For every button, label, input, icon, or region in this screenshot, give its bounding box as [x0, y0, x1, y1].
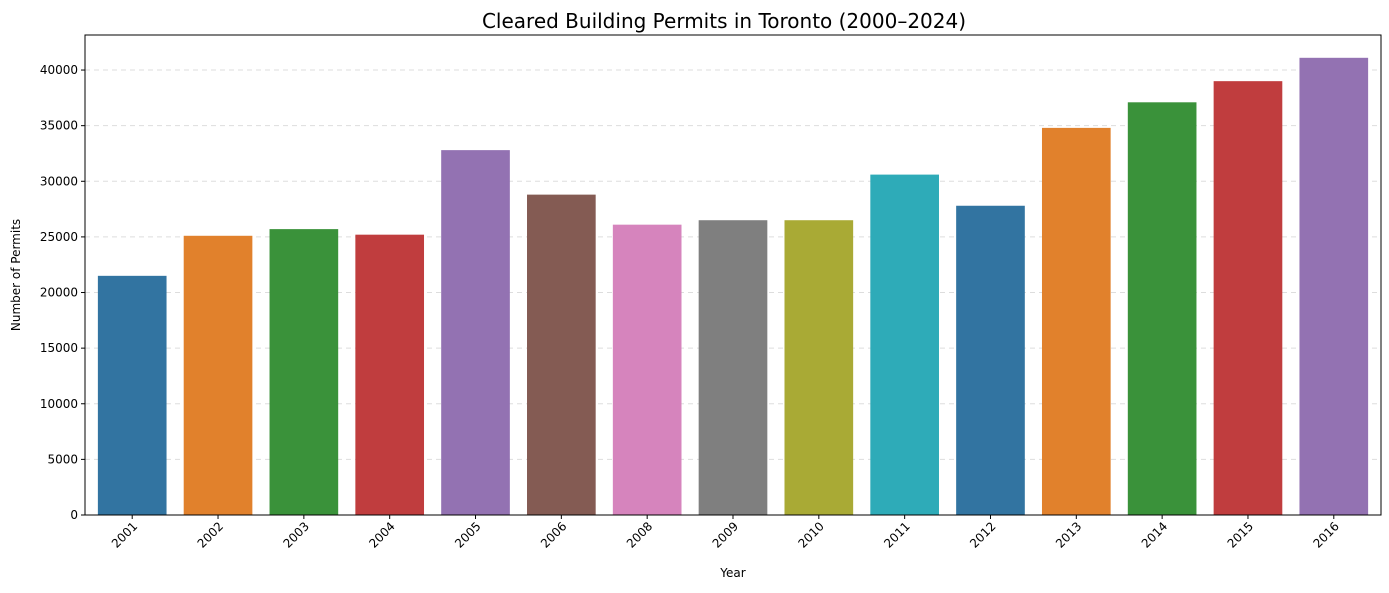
- bar-2006: [527, 194, 596, 515]
- bar-2011: [870, 174, 939, 515]
- x-tick-label: 2016: [1310, 519, 1341, 550]
- x-tick-label: 2001: [109, 519, 140, 550]
- bar-2012: [956, 205, 1025, 516]
- y-tick-label: 0: [70, 508, 78, 522]
- x-tick-label: 2013: [1053, 519, 1084, 550]
- y-tick-label: 5000: [47, 452, 78, 466]
- x-tick-label: 2011: [881, 519, 912, 550]
- bar-2016: [1299, 57, 1369, 516]
- y-tick-label: 15000: [40, 341, 78, 355]
- bar-2010: [784, 220, 854, 516]
- x-tick-label: 2014: [1139, 519, 1170, 550]
- x-tick-label: 2009: [710, 519, 741, 550]
- x-tick-label: 2006: [538, 519, 569, 550]
- bar-2003: [269, 229, 339, 515]
- x-tick-label: 2005: [452, 519, 483, 550]
- y-axis-ticks: 0 5000 10000 15000 20000 25000 30000 35000 40000: [40, 63, 85, 522]
- bar-2015: [1213, 81, 1283, 515]
- bar-2014: [1127, 102, 1197, 516]
- y-tick-label: 10000: [40, 397, 78, 411]
- y-tick-label: 30000: [40, 174, 78, 188]
- y-tick-label: 20000: [40, 286, 78, 300]
- bar-2013: [1041, 127, 1111, 515]
- chart-title: Cleared Building Permits in Toronto (200…: [482, 9, 966, 33]
- x-tick-label: 2012: [967, 519, 998, 550]
- x-tick-label: 2008: [624, 519, 655, 550]
- x-tick-label: 2003: [280, 519, 311, 550]
- x-tick-label: 2015: [1225, 519, 1256, 550]
- y-tick-label: 25000: [40, 230, 78, 244]
- bar-2009: [698, 220, 768, 516]
- bar-2008: [612, 224, 682, 516]
- x-axis-ticks: 2001 2002 2003 2004 2005 2006 2008 2009 2010 2011…: [109, 515, 1342, 551]
- bar-2001: [97, 275, 167, 515]
- y-tick-label: 35000: [40, 119, 78, 133]
- y-axis-label: Number of Permits: [9, 219, 23, 331]
- bar-2005: [441, 150, 510, 516]
- x-tick-label: 2010: [795, 519, 826, 550]
- x-axis-label: Year: [719, 566, 745, 580]
- y-tick-label: 40000: [40, 63, 78, 77]
- x-tick-label: 2004: [366, 519, 397, 550]
- x-tick-label: 2002: [195, 519, 226, 550]
- bar-2002: [183, 235, 253, 515]
- bars: [97, 57, 1369, 516]
- bar-2004: [355, 234, 425, 516]
